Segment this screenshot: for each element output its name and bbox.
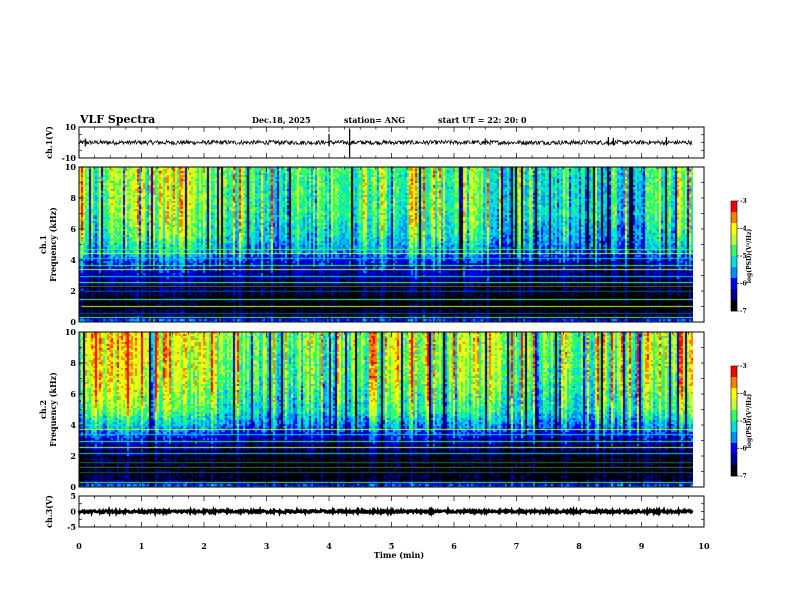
ch1-colorbar: -3 -4 -5 -6 -7 log(PSD)(V²/Hz) xyxy=(730,198,753,315)
ch2-spectrogram-heatmap-image xyxy=(79,332,693,487)
ch1-spectrogram-ytick-label: 4 xyxy=(70,255,76,265)
x-tick-label: 8 xyxy=(576,541,582,551)
ch3-waveform-trace xyxy=(77,505,694,518)
x-tick-label: 2 xyxy=(201,541,207,551)
ch3-waveform-ytick-label: 5 xyxy=(70,491,76,501)
x-tick-label: 7 xyxy=(514,541,520,551)
ch2-spectrogram-ytick-label: 0 xyxy=(70,482,76,492)
ch2-spectrogram-ytick-label: 4 xyxy=(70,420,76,430)
ch1-waveform-trace xyxy=(78,138,693,147)
ch2-spectrogram-panel: 0 2 4 6 8 10 ch.2 Frequency (kHz) xyxy=(38,327,705,492)
ch1-spectrogram-colorbar-tick: -7 xyxy=(740,308,747,315)
ch1-spectrogram-ylabel-channel: ch.1 xyxy=(38,235,48,254)
x-tick-label: 10 xyxy=(698,541,710,551)
ch1-spectrogram-colorbar-tick: -3 xyxy=(740,198,747,205)
x-axis-label: Time (min) xyxy=(374,550,424,560)
ch2-spectrogram-colorbar-tick: -7 xyxy=(740,473,747,480)
ch2-spectrogram-ytick-label: 6 xyxy=(70,389,76,399)
ch3-waveform-ylabel: ch.3(V) xyxy=(44,495,54,528)
ch1-spectrogram-colorbar-tick: -6 xyxy=(740,281,747,288)
ch3-waveform-ytick-label: -5 xyxy=(67,522,76,532)
ch3-waveform-ytick-label: 0 xyxy=(70,507,76,517)
ch1-spectrogram-ytick-label: 8 xyxy=(70,193,76,203)
header-start-time: start UT = 22: 20: 0 xyxy=(438,115,527,125)
ch1-spectrogram-ytick-label: 2 xyxy=(70,286,76,296)
header-station: station= ANG xyxy=(344,115,405,125)
x-tick-label: 5 xyxy=(389,541,395,551)
ch2-spectrogram-colorbar-tick: -6 xyxy=(740,446,747,453)
ch2-spectrogram-colorbar-tick: -5 xyxy=(740,418,747,425)
ch1-spectrogram-colorbar-label: log(PSD)(V²/Hz) xyxy=(746,229,753,284)
ch1-spectrogram-colorbar-tick: -5 xyxy=(740,253,747,260)
x-tick-label: 9 xyxy=(639,541,645,551)
ch1-spectrogram-colorbar-tick: -4 xyxy=(740,226,747,233)
x-tick-label: 0 xyxy=(76,541,82,551)
ch1-waveform-ylabel: ch.1(V) xyxy=(44,126,54,159)
ch1-spectrogram-ytick-label: 10 xyxy=(65,162,77,172)
ch1-spectrogram-ylabel: Frequency (kHz) xyxy=(48,207,58,282)
ch1-spectrogram-ytick-label: 0 xyxy=(70,317,76,327)
ch2-spectrogram-ylabel: Frequency (kHz) xyxy=(48,372,58,447)
ch2-spectrogram-ytick-label: 8 xyxy=(70,358,76,368)
ch3-waveform-panel: 5 0 -5 ch.3(V) xyxy=(44,491,705,532)
x-tick-label: 6 xyxy=(451,541,457,551)
ch2-spectrogram-colorbar-tick: -4 xyxy=(740,391,747,398)
x-tick-label: 4 xyxy=(326,541,332,551)
ch1-waveform-ytick-label: -10 xyxy=(62,153,77,163)
ch1-waveform-ytick-label: 10 xyxy=(65,122,77,132)
ch2-colorbar: -3 -4 -5 -6 -7 log(PSD)(V²/Hz) xyxy=(730,363,753,480)
x-tick-label: 3 xyxy=(264,541,270,551)
figure-title: VLF Spectra xyxy=(79,113,155,126)
ch1-spectrogram-ytick-label: 6 xyxy=(70,224,76,234)
ch2-spectrogram-ytick-label: 10 xyxy=(65,327,77,337)
ch2-spectrogram-colorbar-label: log(PSD)(V²/Hz) xyxy=(746,394,753,449)
ch1-spectrogram-heatmap-image xyxy=(79,167,693,322)
ch2-spectrogram-colorbar-tick: -3 xyxy=(740,363,747,370)
header-date: Dec.18, 2025 xyxy=(252,115,311,125)
ch1-spectrogram-panel: 0 2 4 6 8 10 ch.1 Frequency (kHz) xyxy=(38,162,705,327)
ch2-spectrogram-ylabel-channel: ch.2 xyxy=(38,400,48,419)
time-axis: 0 1 2 3 4 5 6 7 8 9 10 xyxy=(76,541,710,551)
ch1-waveform-panel: 10 -10 ch.1(V) xyxy=(44,122,705,163)
x-tick-label: 1 xyxy=(139,541,145,551)
ch2-spectrogram-ytick-label: 2 xyxy=(70,451,76,461)
